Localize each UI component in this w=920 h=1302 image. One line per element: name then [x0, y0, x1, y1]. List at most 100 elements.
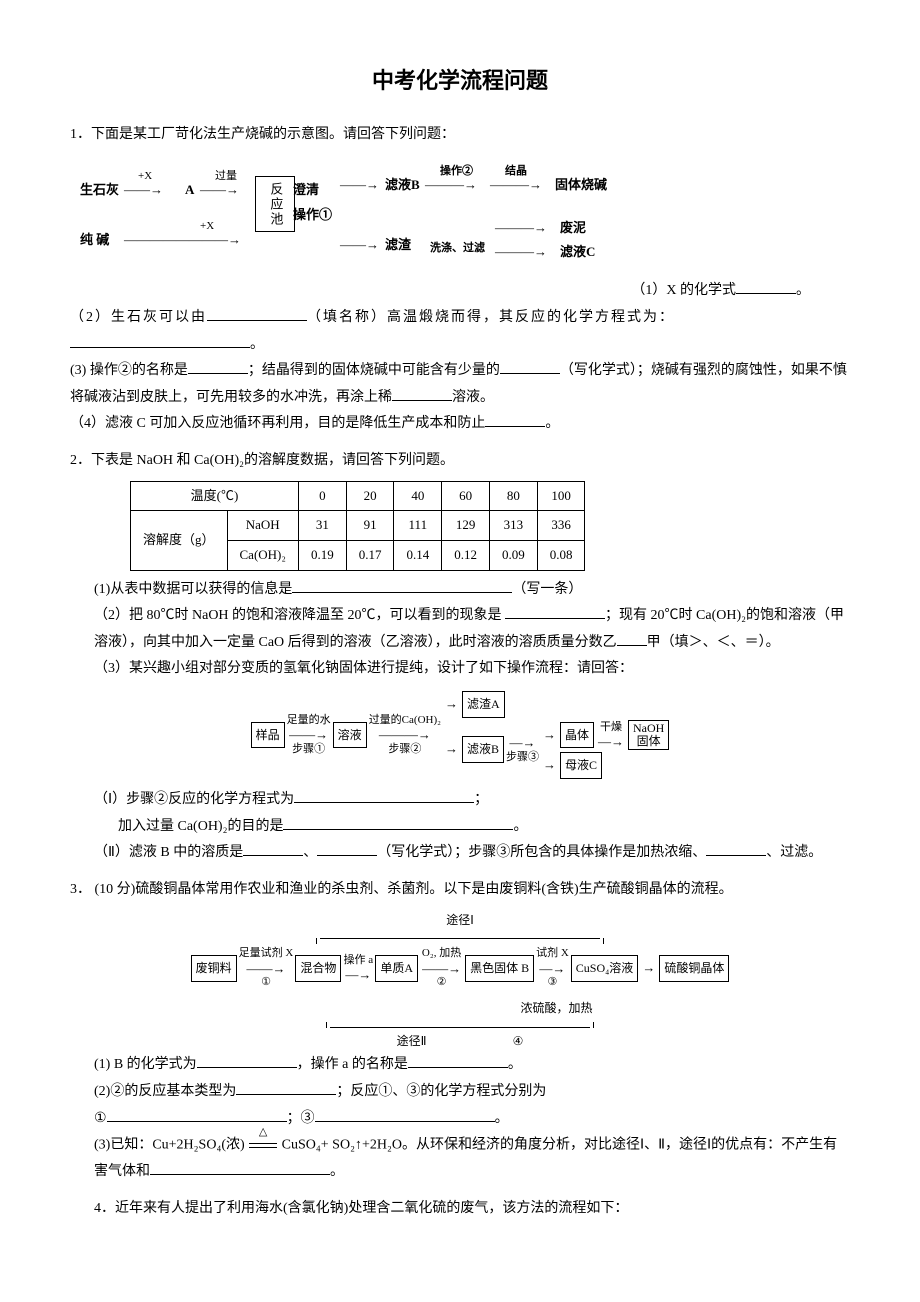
arrow-icon: ———→: [495, 216, 547, 241]
box-crystal: 晶体: [560, 722, 594, 749]
node-product: 固体烧碱: [555, 173, 607, 198]
question-4: 4．近年来有人提出了利用海水(含氯化钠)处理含二氧化硫的废气，该方法的流程如下：: [94, 1196, 850, 1223]
text: ④: [513, 1034, 524, 1048]
label: 足量试剂 X: [239, 947, 294, 960]
blank: [107, 1107, 287, 1122]
node-filtb: 滤液B: [385, 173, 420, 198]
text: ；结晶得到的固体烧碱中可能含有少量的: [248, 363, 500, 378]
box-naoh-solid: NaOH 固体: [628, 720, 669, 750]
arrow-icon: ——→: [287, 727, 330, 743]
arrow-icon: ———→: [490, 173, 542, 198]
q2-pII: （Ⅱ）滤液 B 中的溶质是、（写化学式）；步骤③所包含的具体操作是加热浓缩、、过…: [94, 840, 850, 867]
q1-p1: （1）X 的化学式。: [70, 278, 810, 305]
label-op1: 操作①: [293, 203, 332, 228]
text: 。: [508, 1057, 522, 1072]
q3-p1: (1) B 的化学式为 ，操作 a 的名称是 。: [94, 1052, 850, 1079]
q2-pI-2: 加入过量 Ca(OH)₂的目的是。: [118, 814, 850, 841]
q2-p1: (1)从表中数据可以获得的信息是（写一条）: [94, 577, 850, 604]
text: 、: [303, 845, 317, 860]
arrow-icon: ——→: [420, 961, 463, 977]
arrow-icon: ——→: [340, 233, 379, 258]
cell: 111: [394, 511, 442, 541]
text: ，操作 a 的名称是: [297, 1057, 408, 1072]
text: (1) B 的化学式为: [94, 1057, 197, 1072]
cell: Ca(OH)₂: [227, 540, 298, 570]
arrow-icon: ——→: [340, 173, 379, 198]
arrow-icon: —→: [507, 735, 537, 751]
blank: [236, 1080, 336, 1095]
arrow-stack: 足量试剂 X ——→ ①: [239, 947, 294, 989]
text: (3)已知：Cu+2H₂SO₄(浓): [94, 1138, 245, 1153]
cell: 60: [442, 481, 490, 511]
q3-p3: (3)已知：Cu+2H₂SO₄(浓) △ CuSO₄+ SO₂↑+2H₂O。从环…: [94, 1132, 850, 1186]
cell: 20: [346, 481, 394, 511]
blank: [315, 1107, 495, 1122]
q2-p2: （2）把 80℃时 NaOH 的饱和溶液降温至 20℃，可以看到的现象是 ；现有…: [94, 603, 850, 656]
question-1: 1．下面是某工厂苛化法生产烧碱的示意图。请回答下列问题： 生石灰 纯 碱 +X …: [70, 122, 850, 438]
text: ；: [474, 792, 488, 807]
label: O₂, 加热: [422, 947, 461, 960]
label: 过量的Ca(OH)₂: [369, 714, 441, 727]
equals-triangle: △: [248, 1132, 278, 1159]
cell: 100: [537, 481, 585, 511]
q1-p3: (3) 操作②的名称是；结晶得到的固体烧碱中可能含有少量的（写化学式）；烧碱有强…: [70, 358, 850, 411]
cell: 0.17: [346, 540, 394, 570]
label: 试剂 X: [536, 947, 569, 960]
q3-flow: 废铜料 足量试剂 X ——→ ① 混合物 操作 a —→ 单质A O₂, 加热 …: [70, 947, 850, 989]
blank: [317, 841, 377, 856]
label-clear: 澄清: [293, 178, 319, 203]
page-title: 中考化学流程问题: [70, 60, 850, 102]
text: NaOH: [633, 722, 664, 735]
q2-pI: （Ⅰ）步骤②反应的化学方程式为；: [94, 787, 850, 814]
box-black-b: 黑色固体 B: [465, 955, 534, 982]
blank: [736, 279, 796, 294]
cell: 336: [537, 511, 585, 541]
arrow-icon: →: [541, 723, 558, 748]
text: 。: [545, 416, 559, 431]
arrow-icon: ————————→: [124, 228, 241, 253]
box-waste: 废铜料: [191, 955, 237, 982]
box-residue-a: 滤渣A: [462, 691, 505, 718]
blank: [150, 1160, 330, 1175]
path1-bracket: [70, 932, 850, 939]
label: 干燥: [600, 721, 622, 734]
box-mix: 混合物: [295, 955, 341, 982]
question-3: 3． (10 分)硫酸铜晶体常用作农业和渔业的杀虫剂、杀菌剂。以下是由废铜料(含…: [70, 877, 850, 1186]
split-outputs: → 滤渣A → 滤液B —→ 步骤③ → 晶体 干燥 —→: [443, 691, 669, 779]
q2-p3: （3）某兴趣小组对部分变质的氢氧化钠固体进行提纯，设计了如下操作流程：请回答：: [94, 656, 850, 683]
text: （写化学式）；步骤③所包含的具体操作是加热浓缩、: [377, 845, 706, 860]
cell: 0.08: [537, 540, 585, 570]
blank: [197, 1053, 297, 1068]
label: ③: [547, 976, 557, 989]
label: 步骤②: [388, 743, 421, 756]
arrow-stack: 足量的水 ——→ 步骤①: [287, 714, 331, 756]
text: （填名称）高温煅烧而得，其反应的化学方程式为：: [307, 310, 675, 325]
text: 溶液。: [452, 390, 494, 405]
node-filtc: 滤液C: [560, 240, 595, 265]
arrow-icon: →: [443, 692, 460, 717]
box-elem-a: 单质A: [375, 955, 418, 982]
node-waste: 废泥: [560, 216, 586, 241]
text: 途径Ⅱ: [397, 1034, 427, 1048]
cell: NaOH: [227, 511, 298, 541]
box-filtrate-b: 滤液B: [462, 736, 504, 763]
arrow-stack: 过量的Ca(OH)₂ ———→ 步骤②: [369, 714, 441, 756]
box-sample: 样品: [251, 722, 285, 749]
label: 步骤③: [506, 751, 539, 764]
arrow-stack: 试剂 X —→ ③: [536, 947, 569, 989]
arrow-stack: —→ 步骤③: [506, 735, 539, 764]
arrow-icon: ——→: [200, 178, 239, 203]
q1-p2-line2: 。: [70, 332, 850, 359]
text: (3) 操作②的名称是: [70, 363, 188, 378]
text: (1)从表中数据可以获得的信息是: [94, 582, 292, 597]
text: ；③: [287, 1111, 315, 1126]
blank: [70, 333, 250, 348]
q2-flow: 样品 足量的水 ——→ 步骤① 溶液 过量的Ca(OH)₂ ———→ 步骤② →…: [70, 691, 850, 779]
node-a: A: [185, 178, 194, 203]
arrow-stack: 操作 a —→: [343, 954, 373, 983]
cell: 0.19: [298, 540, 346, 570]
cell: 0.14: [394, 540, 442, 570]
text: 甲（填＞、＜、＝）。: [647, 635, 780, 650]
th-temp: 温度(℃): [131, 481, 299, 511]
box-solution: 溶液: [333, 722, 367, 749]
